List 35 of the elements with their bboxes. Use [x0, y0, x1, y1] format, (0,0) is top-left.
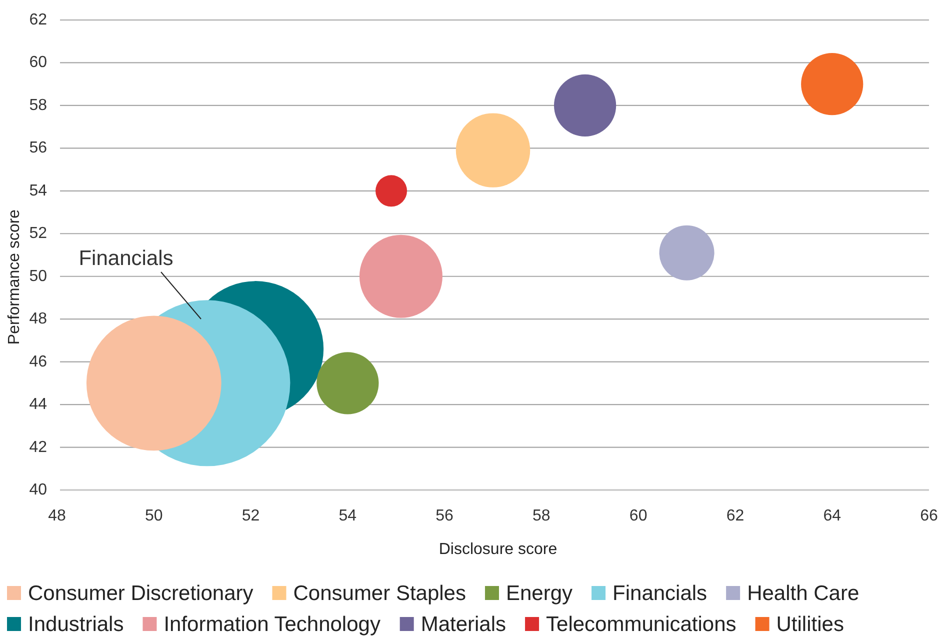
legend-label: Utilities	[776, 612, 844, 636]
y-tick-label: 52	[29, 225, 48, 242]
x-tick-label: 54	[338, 508, 357, 524]
legend-label: Consumer Discretionary	[28, 582, 254, 604]
legend-label: Financials	[612, 582, 708, 604]
x-axis-title: Disclosure score	[438, 540, 558, 558]
legend-label: Telecommunications	[546, 612, 736, 636]
y-axis-title: Performance score	[6, 209, 22, 345]
legend-label: Information Technology	[164, 612, 381, 636]
annotation: Financials	[78, 246, 174, 270]
y-tick-label: 54	[29, 182, 48, 200]
x-tick-label: 50	[144, 508, 163, 524]
y-tick-label: 44	[29, 396, 48, 414]
legend-label: Industrials	[28, 612, 124, 636]
y-tick-label: 50	[29, 268, 48, 285]
legend-label: Consumer Staples	[293, 582, 466, 604]
y-tick-label: 60	[29, 54, 48, 72]
y-tick-label: 58	[29, 96, 48, 114]
y-tick-label: 42	[29, 438, 48, 456]
x-tick-label: 66	[920, 508, 938, 524]
x-tick-label: 58	[532, 508, 550, 524]
legend-label: Health Care	[747, 582, 860, 604]
y-tick-label: 62	[29, 12, 48, 28]
legend-label: Energy	[506, 582, 574, 604]
x-tick-label: 60	[629, 508, 648, 524]
legend-label: Materials	[420, 612, 506, 636]
x-tick-label: 56	[436, 508, 454, 524]
x-tick-label: 52	[242, 508, 260, 524]
x-tick-label: 48	[48, 508, 66, 524]
y-tick-label: 46	[29, 353, 48, 370]
y-tick-label: 40	[29, 482, 48, 498]
x-tick-label: 64	[823, 508, 842, 524]
y-tick-label: 48	[29, 310, 48, 328]
y-tick-label: 56	[29, 140, 48, 157]
x-tick-label: 62	[726, 508, 744, 524]
